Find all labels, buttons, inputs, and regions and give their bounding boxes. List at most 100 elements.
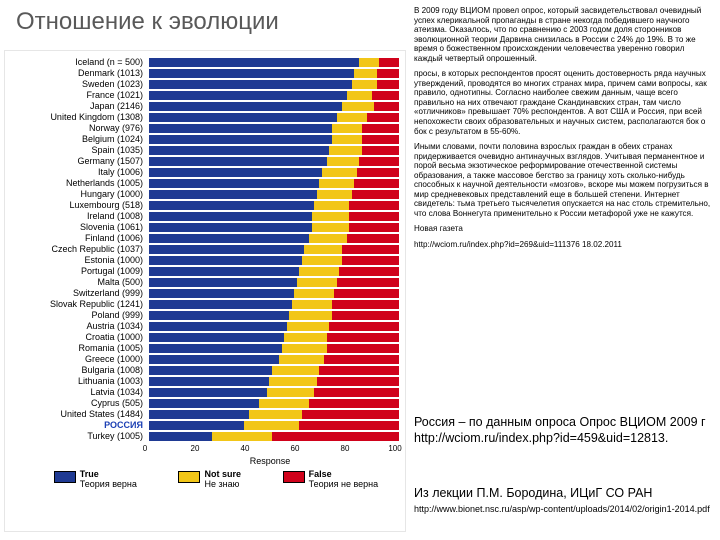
chart-row: Czech Republic (1037)	[5, 244, 405, 255]
bar-segment-false	[272, 432, 400, 441]
bar-segment-notsure	[359, 58, 379, 67]
bar-segment-true	[149, 135, 332, 144]
bar-track	[149, 69, 399, 78]
legend-label-sub: Не знаю	[204, 480, 241, 490]
bar-segment-true	[149, 289, 294, 298]
bar-segment-notsure	[284, 333, 327, 342]
bar-segment-false	[349, 223, 399, 232]
bar-track	[149, 157, 399, 166]
bar-segment-false	[362, 124, 400, 133]
bar-segment-false	[329, 322, 399, 331]
bar-segment-notsure	[337, 113, 367, 122]
bar-track	[149, 168, 399, 177]
bar-segment-false	[374, 102, 399, 111]
bar-segment-true	[149, 113, 337, 122]
bar-track	[149, 179, 399, 188]
chart-row: Luxembourg (518)	[5, 200, 405, 211]
bar-segment-false	[377, 69, 400, 78]
bar-segment-notsure	[317, 190, 352, 199]
article-paragraph: просы, в которых респондентов просят оце…	[414, 69, 714, 136]
bar-segment-false	[337, 278, 400, 287]
bar-segment-true	[149, 432, 212, 441]
chart-row: Cyprus (505)	[5, 398, 405, 409]
bar-segment-false	[334, 289, 399, 298]
bar-track	[149, 322, 399, 331]
bar-track	[149, 300, 399, 309]
bar-segment-notsure	[312, 223, 350, 232]
row-label: Czech Republic (1037)	[5, 245, 147, 254]
chart-row: Ireland (1008)	[5, 211, 405, 222]
bar-track	[149, 333, 399, 342]
bar-segment-false	[367, 113, 400, 122]
row-label: Portugal (1009)	[5, 267, 147, 276]
chart-row: Denmark (1013)	[5, 68, 405, 79]
axis-tick: 0	[143, 444, 147, 453]
caption-1-line-2: http://wciom.ru/index.php?id=459&uid=128…	[414, 431, 668, 445]
chart-row: Romania (1005)	[5, 343, 405, 354]
bar-segment-true	[149, 102, 342, 111]
bar-segment-notsure	[327, 157, 360, 166]
bar-segment-false	[327, 333, 400, 342]
bar-track	[149, 278, 399, 287]
bar-segment-true	[149, 410, 249, 419]
axis-tick: 20	[191, 444, 200, 453]
row-label: Turkey (1005)	[5, 432, 147, 441]
bar-segment-true	[149, 366, 272, 375]
bar-segment-false	[379, 58, 399, 67]
bar-segment-notsure	[259, 399, 309, 408]
bar-segment-true	[149, 234, 309, 243]
bar-segment-false	[332, 311, 400, 320]
bar-track	[149, 256, 399, 265]
bar-track	[149, 432, 399, 441]
chart-row: Netherlands (1005)	[5, 178, 405, 189]
bar-segment-notsure	[354, 69, 377, 78]
bar-segment-false	[339, 267, 399, 276]
bar-segment-false	[302, 410, 400, 419]
bar-track	[149, 267, 399, 276]
bar-segment-false	[357, 168, 400, 177]
row-label: Slovak Republic (1241)	[5, 300, 147, 309]
caption-1-line-1: Россия – по данным опроса Опрос ВЦИОМ 20…	[414, 415, 706, 429]
bar-segment-true	[149, 201, 314, 210]
bar-track	[149, 124, 399, 133]
bar-segment-true	[149, 388, 267, 397]
bar-segment-true	[149, 344, 282, 353]
row-label: Romania (1005)	[5, 344, 147, 353]
bar-segment-notsure	[297, 278, 337, 287]
chart-row: United States (1484)	[5, 409, 405, 420]
chart-row: Italy (1006)	[5, 167, 405, 178]
row-label: Malta (500)	[5, 278, 147, 287]
bar-segment-true	[149, 278, 297, 287]
row-label: Lithuania (1003)	[5, 377, 147, 386]
row-label: Norway (976)	[5, 124, 147, 133]
bar-segment-notsure	[329, 146, 362, 155]
bar-segment-false	[342, 256, 400, 265]
chart-row: Malta (500)	[5, 277, 405, 288]
bar-segment-true	[149, 267, 299, 276]
chart-row: Germany (1507)	[5, 156, 405, 167]
row-label: United States (1484)	[5, 410, 147, 419]
evolution-chart: Iceland (n = 500)Denmark (1013)Sweden (1…	[4, 50, 406, 532]
chart-row: Lithuania (1003)	[5, 376, 405, 387]
row-label: United Kingdom (1308)	[5, 113, 147, 122]
bar-segment-true	[149, 168, 322, 177]
bar-track	[149, 223, 399, 232]
bar-segment-true	[149, 421, 244, 430]
bar-segment-notsure	[322, 168, 357, 177]
bar-track	[149, 366, 399, 375]
bar-segment-false	[324, 355, 399, 364]
chart-row: Slovenia (1061)	[5, 222, 405, 233]
page-title: Отношение к эволюции	[16, 8, 279, 36]
row-label: Cyprus (505)	[5, 399, 147, 408]
bar-segment-true	[149, 80, 352, 89]
chart-row: Iceland (n = 500)	[5, 57, 405, 68]
bar-segment-true	[149, 58, 359, 67]
article-paragraph: http://wciom.ru/index.php?id=269&uid=111…	[414, 240, 714, 250]
bar-segment-notsure	[249, 410, 302, 419]
bar-segment-false	[349, 212, 399, 221]
chart-row: Austria (1034)	[5, 321, 405, 332]
bar-track	[149, 388, 399, 397]
bar-segment-true	[149, 355, 279, 364]
axis-tick: 40	[241, 444, 250, 453]
axis-tick: 80	[341, 444, 350, 453]
